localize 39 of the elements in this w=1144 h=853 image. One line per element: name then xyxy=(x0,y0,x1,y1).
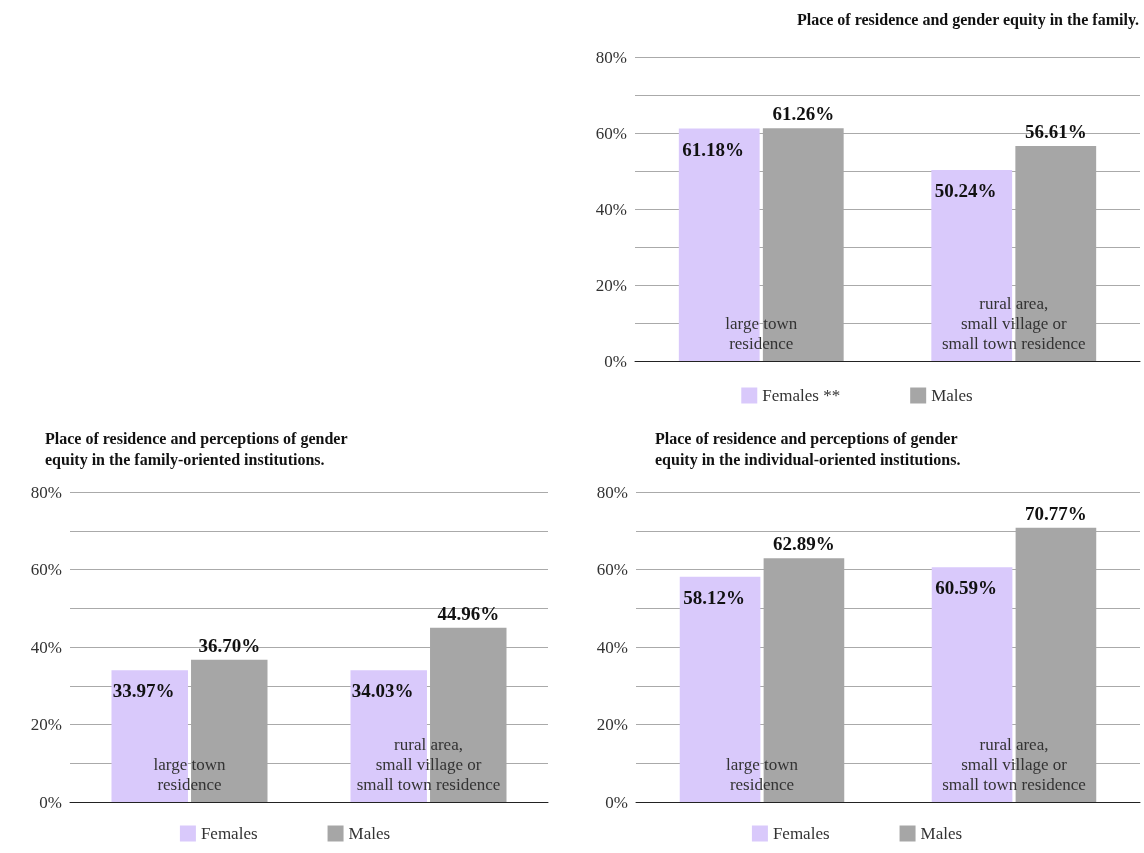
y-tick-label: 60% xyxy=(596,560,628,579)
legend-label: Females xyxy=(200,824,258,843)
y-tick-label: 40% xyxy=(595,199,627,219)
data-label: 34.03% xyxy=(351,680,414,702)
data-label: 44.96% xyxy=(437,602,500,624)
y-tick-label: 80% xyxy=(596,482,628,502)
legend-label: Males xyxy=(920,824,963,843)
y-tick-label: 40% xyxy=(30,637,62,657)
data-label: 61.18% xyxy=(682,138,745,160)
y-tick-label: 0% xyxy=(605,792,628,812)
legend-label: Females xyxy=(772,824,830,843)
y-tick-label: 60% xyxy=(30,560,62,579)
legend-label: Males xyxy=(931,386,973,405)
x-tick-label: large town residence xyxy=(726,754,799,794)
legend-label: Females ** xyxy=(762,386,841,405)
data-label: 36.70% xyxy=(198,634,261,656)
data-label: 60.59% xyxy=(935,577,997,599)
x-tick-label: large town residence xyxy=(725,313,798,353)
y-tick-label: 0% xyxy=(604,351,627,371)
y-tick-label: 20% xyxy=(596,715,628,734)
data-label: 61.26% xyxy=(772,103,835,125)
y-tick-label: 0% xyxy=(39,792,62,812)
data-label: 62.89% xyxy=(773,533,835,555)
data-label: 56.61% xyxy=(1024,120,1087,142)
y-tick-label: 20% xyxy=(595,275,627,295)
y-tick-label: 80% xyxy=(595,47,627,67)
chart-title: Place of residence and perceptions of gender equity in the family-oriented institutions. xyxy=(45,430,348,469)
data-label: 58.12% xyxy=(683,586,745,608)
chart-title: Place of residence and gender equity in the family. xyxy=(796,11,1139,29)
data-label: 70.77% xyxy=(1025,502,1087,524)
legend-label: Males xyxy=(348,824,391,843)
y-tick-label: 80% xyxy=(30,482,62,502)
y-tick-label: 60% xyxy=(595,123,627,143)
y-tick-label: 20% xyxy=(30,715,62,734)
data-label: 33.97% xyxy=(112,680,175,702)
y-tick-label: 40% xyxy=(596,637,628,657)
x-tick-label: large town residence xyxy=(153,754,226,794)
chart-title: Place of residence and perceptions of gender equity in the individual-oriented institutions. xyxy=(655,430,961,469)
data-label: 50.24% xyxy=(934,180,997,202)
